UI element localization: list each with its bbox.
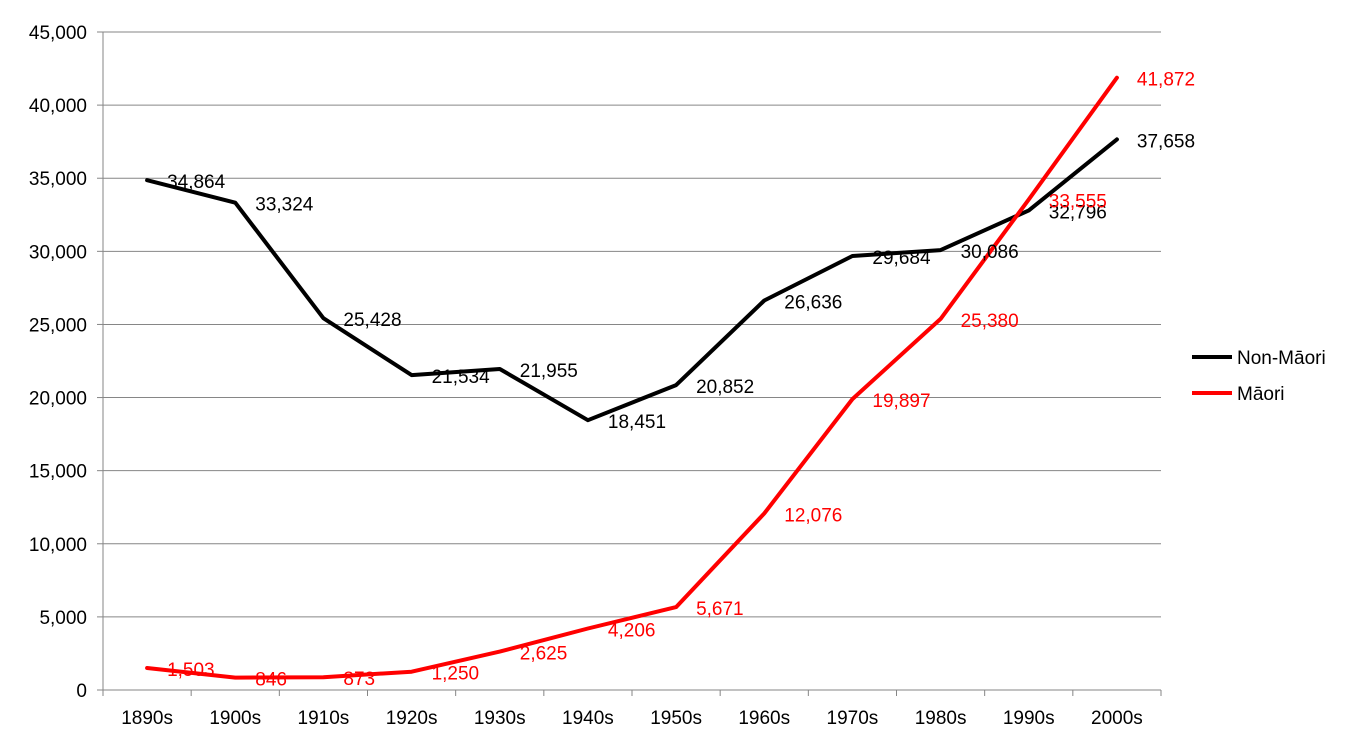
series-lines <box>145 75 1119 680</box>
x-tick-label: 1980s <box>915 708 967 729</box>
x-tick-label: 2000s <box>1091 708 1143 729</box>
data-label: 26,636 <box>784 293 842 314</box>
x-tick-label: 1940s <box>562 708 614 729</box>
data-label: 33,555 <box>1049 191 1107 212</box>
data-label: 12,076 <box>784 505 842 526</box>
series-line <box>145 137 1119 423</box>
y-tick-label: 35,000 <box>29 169 87 190</box>
y-tick-label: 10,000 <box>29 535 87 556</box>
y-tick-labels: 0 5,000 10,000 15,000 20,000 25,000 30,000 35,0… <box>29 23 87 702</box>
data-label: 21,534 <box>432 367 491 388</box>
data-label: 21,955 <box>520 361 578 382</box>
data-label: 1,250 <box>432 664 480 685</box>
y-tick-label: 5,000 <box>39 608 87 629</box>
data-label: 41,872 <box>1137 70 1195 91</box>
x-tick-label: 1920s <box>386 708 438 729</box>
data-label: 25,380 <box>961 311 1019 332</box>
data-label: 2,625 <box>520 644 568 665</box>
y-tick-label: 45,000 <box>29 23 87 44</box>
y-tick-label: 25,000 <box>29 315 87 336</box>
x-tick-label: 1960s <box>738 708 790 729</box>
x-tick-label: 1910s <box>298 708 350 729</box>
data-label: 20,852 <box>696 377 754 398</box>
legend-label: Non-Māori <box>1237 348 1326 369</box>
x-tick-labels: 1890s 1900s 1910s 1920s 1930s 1940s 1950s 1960s… <box>121 708 1143 729</box>
x-tick-label: 1930s <box>474 708 526 729</box>
x-tick-label: 1950s <box>650 708 702 729</box>
data-label: 4,206 <box>608 620 656 641</box>
data-label: 29,684 <box>872 248 931 269</box>
axes <box>97 31 1162 696</box>
data-label: 18,451 <box>608 412 666 433</box>
legend: Non-Māori Māori <box>1192 348 1326 405</box>
data-label: 5,671 <box>696 599 744 620</box>
data-labels: 34,864 33,324 25,428 21,534 21,955 18,451 20,8… <box>167 70 1195 691</box>
data-label: 19,897 <box>872 391 930 412</box>
legend-label: Māori <box>1237 384 1285 405</box>
data-label: 1,503 <box>167 660 215 681</box>
x-tick-label: 1900s <box>209 708 261 729</box>
y-tick-label: 40,000 <box>29 96 87 117</box>
data-label: 34,864 <box>167 172 226 193</box>
data-label: 33,324 <box>255 195 314 216</box>
x-tick-label: 1990s <box>1003 708 1055 729</box>
data-label: 37,658 <box>1137 131 1195 152</box>
x-tick-label: 1890s <box>121 708 173 729</box>
y-tick-label: 15,000 <box>29 462 87 483</box>
x-tick-label: 1970s <box>827 708 879 729</box>
data-label: 30,086 <box>961 242 1019 263</box>
y-tick-label: 30,000 <box>29 242 87 263</box>
data-label: 32,796 <box>1049 202 1107 223</box>
y-tick-label: 20,000 <box>29 389 87 410</box>
series-line <box>145 75 1119 680</box>
data-label: 25,428 <box>343 310 401 331</box>
data-label: 873 <box>343 669 375 690</box>
gridlines <box>103 31 1161 618</box>
data-label: 846 <box>255 670 287 691</box>
y-tick-label: 0 <box>76 681 87 702</box>
